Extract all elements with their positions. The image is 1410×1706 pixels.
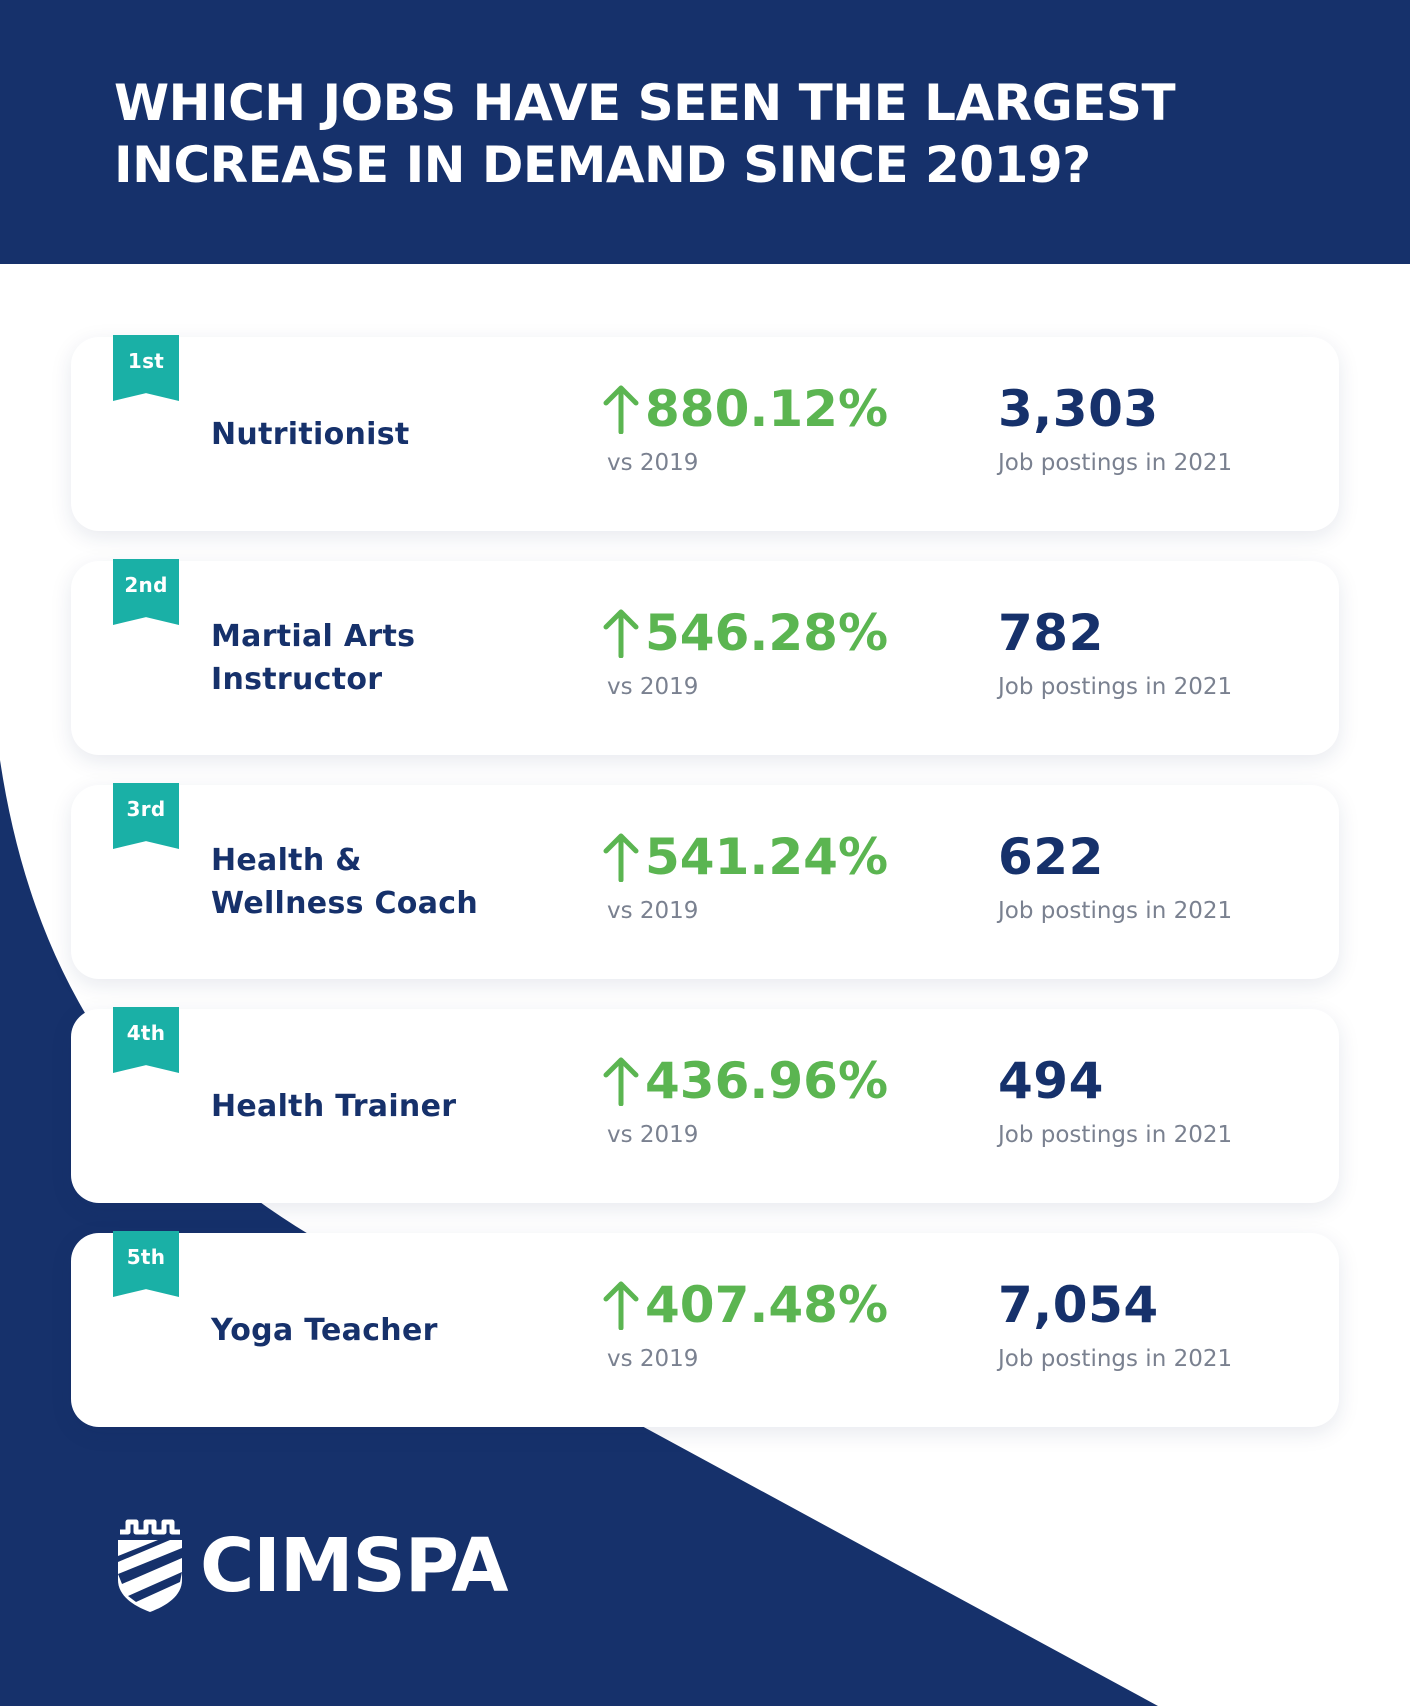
postings-count: 494	[998, 1052, 1104, 1110]
increase-percent: 880.12%	[645, 380, 889, 438]
arrow-up-icon	[601, 384, 641, 434]
job-card-1: 1st Nutritionist 880.12% vs 2019 3,303 J…	[71, 335, 1339, 531]
postings-caption: Job postings in 2021	[998, 674, 1233, 700]
increase-value: 407.48%	[601, 1277, 888, 1333]
arrow-up-icon	[601, 1056, 641, 1106]
postings-caption: Job postings in 2021	[998, 1122, 1233, 1148]
arrow-up-icon	[601, 832, 641, 882]
ribbon-icon: 5th	[113, 1231, 179, 1297]
postings-count: 622	[998, 828, 1104, 886]
rank-label: 5th	[126, 1245, 166, 1269]
job-name: Health & Wellness Coach	[211, 785, 611, 979]
ribbon-icon: 3rd	[113, 783, 179, 849]
ribbon-icon: 1st	[113, 335, 179, 401]
increase-caption: vs 2019	[607, 898, 699, 924]
page-title: WHICH JOBS HAVE SEEN THE LARGEST INCREAS…	[114, 72, 1294, 196]
postings-caption: Job postings in 2021	[998, 1346, 1233, 1372]
increase-caption: vs 2019	[607, 674, 699, 700]
ribbon-icon: 4th	[113, 1007, 179, 1073]
header-band: WHICH JOBS HAVE SEEN THE LARGEST INCREAS…	[0, 0, 1410, 264]
increase-percent: 546.28%	[645, 604, 889, 662]
postings-count: 7,054	[998, 1276, 1159, 1334]
logo-text: CIMSPA	[200, 1523, 508, 1609]
increase-percent: 541.24%	[645, 828, 889, 886]
cimspa-logo: CIMSPA	[114, 1518, 508, 1614]
increase-percent: 407.48%	[645, 1276, 889, 1334]
job-card-5: 5th Yoga Teacher 407.48% vs 2019 7,054 J…	[71, 1231, 1339, 1427]
job-card-2: 2nd Martial Arts Instructor 546.28% vs 2…	[71, 559, 1339, 755]
job-name-line-1: Nutritionist	[211, 416, 410, 452]
increase-caption: vs 2019	[607, 1122, 699, 1148]
rank-label: 2nd	[124, 573, 168, 597]
page-title-line-1: WHICH JOBS HAVE SEEN THE LARGEST	[114, 74, 1176, 132]
page-title-line-2: INCREASE IN DEMAND SINCE 2019?	[114, 136, 1091, 194]
increase-percent: 436.96%	[645, 1052, 889, 1110]
rank-label: 4th	[126, 1021, 166, 1045]
postings-count: 782	[998, 604, 1104, 662]
job-name-line-2: Wellness Coach	[211, 886, 479, 921]
arrow-up-icon	[601, 1280, 641, 1330]
arrow-up-icon	[601, 608, 641, 658]
job-name-line-1: Health &	[211, 843, 362, 878]
increase-value: 546.28%	[601, 605, 888, 661]
rank-label: 3rd	[126, 797, 166, 821]
background-navy-shape	[0, 760, 1158, 1706]
postings-count: 3,303	[998, 380, 1159, 438]
job-card-4: 4th Health Trainer 436.96% vs 2019 494 J…	[71, 1007, 1339, 1203]
increase-caption: vs 2019	[607, 450, 699, 476]
increase-value: 436.96%	[601, 1053, 888, 1109]
job-name-line-1: Health Trainer	[211, 1088, 457, 1124]
postings-caption: Job postings in 2021	[998, 450, 1233, 476]
shield-logo-icon	[114, 1518, 186, 1614]
job-name: Martial Arts Instructor	[211, 561, 611, 755]
job-name: Yoga Teacher	[211, 1233, 611, 1427]
job-name: Nutritionist	[211, 337, 611, 531]
job-card-3: 3rd Health & Wellness Coach 541.24% vs 2…	[71, 783, 1339, 979]
job-name: Health Trainer	[211, 1009, 611, 1203]
rank-label: 1st	[127, 349, 165, 373]
ribbon-icon: 2nd	[113, 559, 179, 625]
increase-value: 541.24%	[601, 829, 888, 885]
job-name-line-2: Instructor	[211, 662, 383, 697]
increase-caption: vs 2019	[607, 1346, 699, 1372]
postings-caption: Job postings in 2021	[998, 898, 1233, 924]
job-name-line-1: Yoga Teacher	[211, 1312, 438, 1348]
job-name-line-1: Martial Arts	[211, 619, 416, 654]
increase-value: 880.12%	[601, 381, 888, 437]
